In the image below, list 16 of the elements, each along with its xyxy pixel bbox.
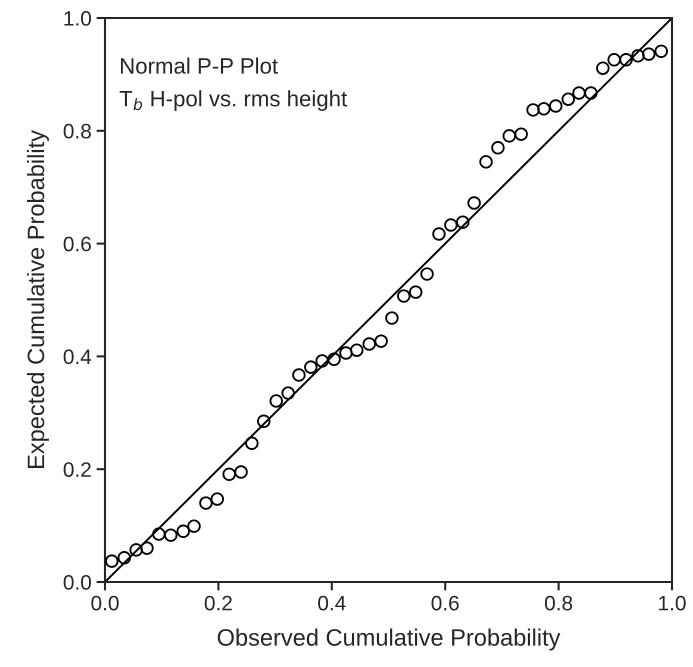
annotation: T$_{b}$ H-pol vs. rms height: [120, 90, 348, 111]
y-tick-label: 0.6: [64, 236, 91, 252]
y-tick-label: 0.8: [64, 124, 91, 139]
y-tick-label: 0.4: [64, 349, 92, 364]
x-tick-label: 0.6: [432, 596, 459, 610]
x-tick-label: 0.8: [544, 596, 572, 610]
y-tick-label: 0.0: [64, 575, 91, 590]
x-tick-label: 0.2: [204, 596, 232, 610]
y-tick-label: 1.0: [64, 11, 91, 26]
y-tick-label: 0.2: [64, 462, 91, 477]
x-tick-label: 0.0: [91, 596, 119, 610]
y-axis-title: Expected Cumulative Probability: [26, 130, 49, 468]
x-tick-label: 1.0: [659, 596, 686, 610]
x-tick-label: 0.4: [318, 596, 346, 610]
annotation: Normal P-P Plot: [121, 57, 278, 74]
x-axis-title: Observed Cumulative Probability: [218, 628, 560, 651]
